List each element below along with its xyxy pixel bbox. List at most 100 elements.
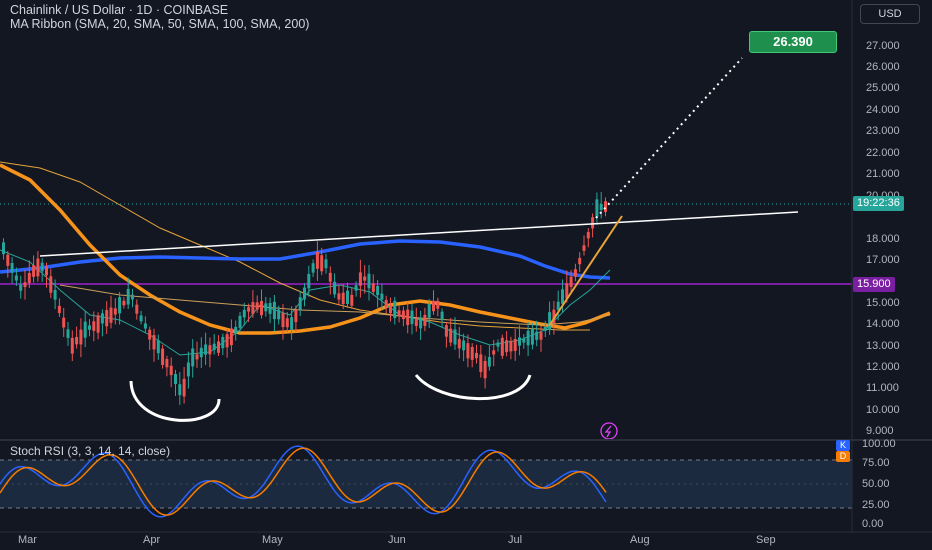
price-axis-label: 11.000 <box>866 382 899 394</box>
ma-50-line <box>0 163 611 335</box>
candle-body <box>139 315 143 322</box>
candle-body <box>423 314 427 326</box>
candle-body <box>225 334 229 348</box>
candle-body <box>453 329 457 345</box>
candle-body <box>49 276 53 293</box>
candle-body <box>191 348 195 367</box>
candle-body <box>586 232 590 239</box>
candle-body <box>260 300 263 316</box>
candle-body <box>53 290 57 300</box>
stoch-axis-label: 0.00 <box>862 518 884 530</box>
candle-body <box>470 347 474 360</box>
shoulder-curve-right <box>414 374 532 401</box>
candle-body <box>281 312 285 328</box>
candle-body <box>36 258 40 277</box>
symbol-title[interactable]: Chainlink / US Dollar · 1D · COINBASE <box>10 3 229 17</box>
candle-body <box>96 315 100 333</box>
candle-body <box>105 310 109 327</box>
candle-body <box>496 342 500 347</box>
candle-body <box>487 357 491 367</box>
ma-100-line <box>0 239 611 280</box>
time-axis-label: Apr <box>143 534 161 546</box>
candle-body <box>303 287 306 300</box>
candle-body <box>148 329 152 340</box>
indicator-title[interactable]: MA Ribbon (SMA, 20, SMA, 50, SMA, 100, S… <box>10 17 310 31</box>
candle-body <box>229 328 233 346</box>
level-price-tag: 15.900 <box>853 277 895 292</box>
candle-body <box>569 276 573 287</box>
candle-body <box>548 312 552 330</box>
price-axis-label: 21.000 <box>866 168 900 180</box>
candle-body <box>14 275 18 281</box>
candle-body <box>556 301 560 310</box>
trendline-orange <box>548 215 623 327</box>
candle-body <box>341 292 345 305</box>
target-price-label[interactable]: 26.390 <box>749 31 837 53</box>
candle-body <box>578 257 582 265</box>
candle-body <box>539 332 543 340</box>
candle-body <box>255 302 259 310</box>
trendline-neckline <box>39 211 799 257</box>
candle-body <box>182 378 186 397</box>
candle-body <box>518 337 521 346</box>
time-axis-label: Mar <box>18 534 37 546</box>
candle-body <box>212 343 216 350</box>
candle-body <box>45 266 48 276</box>
countdown-tag: 19:22:36 <box>853 196 904 211</box>
candle-body <box>389 305 392 314</box>
candle-body <box>290 317 294 330</box>
candle-body <box>234 326 238 334</box>
candle-body <box>32 265 36 277</box>
candle-body <box>272 301 276 320</box>
candle-body <box>346 290 349 304</box>
candle-body <box>6 254 10 266</box>
candle-body <box>475 352 478 359</box>
candle-body <box>247 307 251 312</box>
candle-body <box>307 273 311 289</box>
candle-body <box>436 300 440 309</box>
price-axis-label: 17.000 <box>866 254 900 266</box>
candle-body <box>565 283 569 299</box>
lightning-alert-icon <box>600 422 618 440</box>
candle-body <box>419 318 423 329</box>
candle-body <box>40 262 44 272</box>
price-axis-label: 22.000 <box>866 147 900 159</box>
candle-body <box>199 347 203 358</box>
candle-body <box>505 340 509 353</box>
stoch-axis-label: 25.00 <box>862 499 890 511</box>
candle-body <box>10 262 14 273</box>
candle-body <box>573 269 577 277</box>
candle-body <box>543 326 547 331</box>
price-axis-label: 9.000 <box>866 425 894 437</box>
candle-body <box>122 300 126 306</box>
candle-body <box>195 354 199 360</box>
candle-body <box>462 340 466 351</box>
candle-body <box>320 255 324 272</box>
candle-body <box>242 309 246 318</box>
currency-button[interactable]: USD <box>860 4 920 24</box>
candle-body <box>414 318 418 327</box>
candle-body <box>401 310 405 320</box>
price-axis-label: 14.000 <box>866 318 900 330</box>
candle-body <box>591 217 595 229</box>
candle-body <box>449 328 453 343</box>
candle-body <box>333 281 337 295</box>
candle-body <box>277 309 281 320</box>
stoch-rsi-title[interactable]: Stoch RSI (3, 3, 14, 14, close) <box>10 444 171 458</box>
candle-body <box>457 339 461 349</box>
price-axis-label: 24.000 <box>866 104 900 116</box>
candle-body <box>397 310 401 317</box>
candle-body <box>595 199 599 217</box>
candle-body <box>238 315 242 328</box>
candle-body <box>57 305 61 313</box>
candle-body <box>500 337 504 356</box>
candle-body <box>79 329 83 345</box>
candle-body <box>152 335 156 350</box>
candle-body <box>376 285 380 296</box>
candle-body <box>251 302 255 314</box>
candle-body <box>2 242 5 255</box>
candle-body <box>513 339 517 351</box>
candle-body <box>363 276 367 281</box>
time-axis-label: May <box>262 534 283 546</box>
